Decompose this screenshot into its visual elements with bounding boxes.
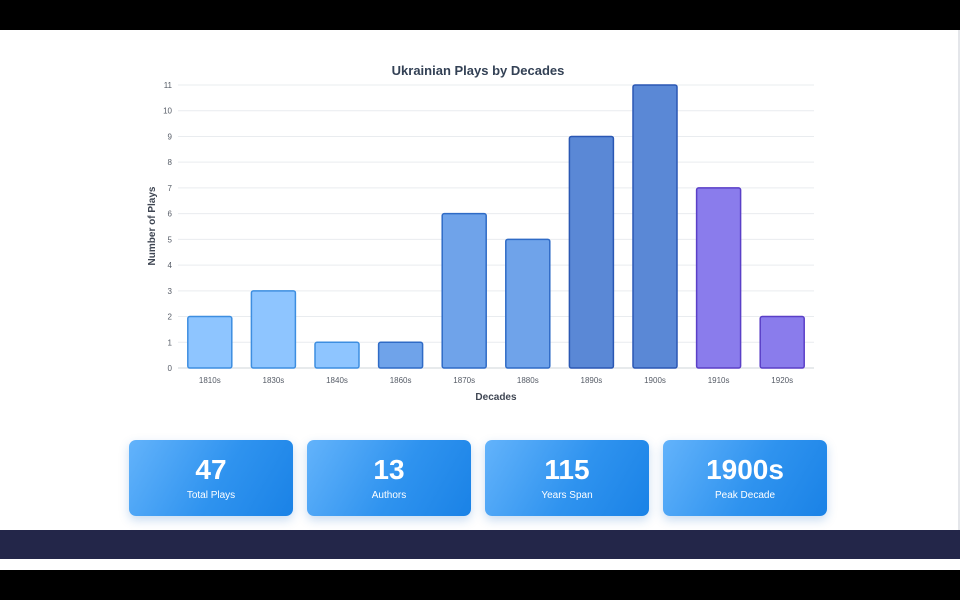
y-tick-label: 4 (168, 261, 173, 270)
x-tick-label: 1870s (453, 376, 475, 385)
bar-1880s (505, 238, 551, 369)
bar-1830s (250, 290, 297, 369)
stat-label: Authors (371, 490, 407, 501)
y-tick-label: 0 (168, 364, 173, 373)
y-axis-tick-labels: 0 1 2 3 4 5 6 7 8 9 10 11 (163, 81, 172, 373)
bar-1870s (441, 212, 487, 369)
stat-card-total-plays: 47 Total Plays (129, 440, 293, 516)
x-tick-label: 1840s (326, 376, 348, 385)
x-tick-label: 1920s (771, 376, 793, 385)
stat-value: 13 (373, 454, 405, 485)
y-tick-label: 1 (168, 338, 173, 347)
y-tick-label: 8 (168, 158, 173, 167)
y-tick-label: 6 (168, 210, 173, 219)
x-tick-label: 1900s (644, 376, 666, 385)
stat-label: Peak Decade (714, 490, 776, 501)
stat-card-peak-decade: 1900s Peak Decade (663, 440, 827, 516)
y-tick-label: 7 (168, 184, 173, 193)
y-tick-label: 9 (168, 132, 173, 141)
stat-value: 115 (544, 454, 590, 485)
bar-1920s (759, 315, 805, 369)
top-letterbox (0, 0, 960, 30)
x-tick-label: 1910s (708, 376, 730, 385)
y-tick-label: 2 (168, 313, 173, 322)
footer-strip (0, 559, 960, 570)
chart-title: Ukrainian Plays by Decades (392, 63, 565, 78)
y-tick-label: 11 (164, 81, 173, 90)
bar-1910s (695, 187, 742, 369)
x-tick-label: 1880s (517, 376, 539, 385)
x-axis-tick-labels: 1810s 1830s 1840s 1860s 1870s 1880s 1890s 1900s… (199, 376, 793, 385)
y-tick-label: 3 (168, 287, 173, 296)
bar-1810s (187, 315, 233, 369)
x-tick-label: 1830s (263, 376, 285, 385)
stat-value: 1900s (706, 454, 784, 485)
x-axis-title: Decades (475, 392, 517, 403)
bar-1860s (377, 341, 424, 369)
x-tick-label: 1810s (199, 376, 221, 385)
stat-value: 47 (195, 454, 227, 485)
stat-card-years-span: 115 Years Span (485, 440, 649, 516)
bar-1890s (568, 135, 615, 369)
y-tick-label: 5 (168, 235, 173, 244)
y-axis-title: Number of Plays (147, 186, 158, 265)
bottom-letterbox (0, 570, 960, 600)
footer-band (0, 530, 960, 559)
bar-1840s (314, 341, 360, 369)
y-tick-label: 10 (163, 107, 172, 116)
stat-label: Total Plays (186, 490, 236, 501)
stat-card-authors: 13 Authors (307, 440, 471, 516)
x-tick-label: 1890s (581, 376, 603, 385)
stat-label: Years Span (541, 490, 593, 501)
page-right-edge (958, 30, 960, 530)
bar-1900s (632, 84, 678, 369)
x-tick-label: 1860s (390, 376, 412, 385)
chart-bars (187, 84, 805, 369)
